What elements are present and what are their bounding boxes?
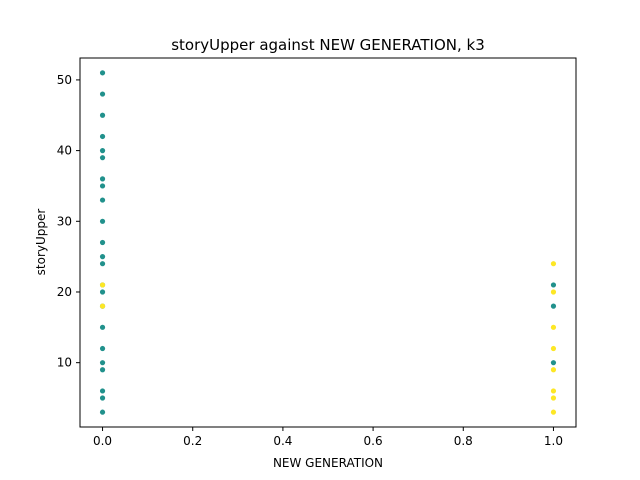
chart-title: storyUpper against NEW GENERATION, k3 <box>171 36 485 54</box>
scatter-point <box>99 367 106 373</box>
scatter-point <box>550 345 557 352</box>
scatter-point <box>550 360 557 366</box>
scatter-point <box>99 133 106 140</box>
x-tick-label: 0.6 <box>364 434 383 448</box>
scatter-point <box>99 345 106 352</box>
scatter-point <box>99 197 106 203</box>
scatter-point <box>99 148 106 154</box>
y-axis: 10 20 30 40 50 <box>57 73 80 370</box>
scatter-point <box>550 282 557 288</box>
scatter-point <box>99 360 106 366</box>
scatter-point <box>550 303 557 309</box>
scatter-point <box>99 155 106 161</box>
scatter-point <box>550 395 557 401</box>
y-tick-label: 30 <box>57 214 72 228</box>
y-tick-label: 10 <box>57 356 72 370</box>
scatter-point <box>99 112 106 118</box>
x-tick-label: 0.4 <box>273 434 292 448</box>
scatter-point <box>99 70 106 76</box>
scatter-point <box>99 239 106 246</box>
x-tick-label: 0.0 <box>93 434 112 448</box>
scatter-point <box>99 261 106 267</box>
scatter-point <box>99 176 106 182</box>
scatter-point <box>550 388 557 394</box>
points-layer <box>99 70 557 415</box>
scatter-point <box>99 303 106 309</box>
scatter-point <box>99 183 106 189</box>
scatter-point <box>550 367 557 373</box>
scatter-point <box>550 289 557 295</box>
y-axis-label: storyUpper <box>34 209 48 276</box>
scatter-point <box>99 388 106 394</box>
scatter-point <box>550 261 557 267</box>
y-tick-label: 50 <box>57 73 72 87</box>
x-tick-label: 0.2 <box>183 434 202 448</box>
y-tick-label: 20 <box>57 285 72 299</box>
scatter-point <box>99 324 106 330</box>
plot-area-frame <box>79 57 577 428</box>
scatter-point <box>99 218 106 224</box>
x-tick-label: 0.8 <box>454 434 473 448</box>
scatter-point <box>99 254 106 260</box>
scatter-point <box>99 395 106 401</box>
scatter-point <box>550 324 557 330</box>
scatter-point <box>99 409 106 415</box>
scatter-point <box>99 289 106 295</box>
scatter-point <box>99 282 106 288</box>
scatter-point <box>99 91 106 97</box>
x-axis: 0.0 0.2 0.4 0.6 0.8 1.0 <box>93 427 563 448</box>
y-tick-label: 40 <box>57 144 72 158</box>
x-tick-label: 1.0 <box>544 434 563 448</box>
scatter-point <box>550 409 557 415</box>
x-axis-label: NEW GENERATION <box>273 456 383 470</box>
